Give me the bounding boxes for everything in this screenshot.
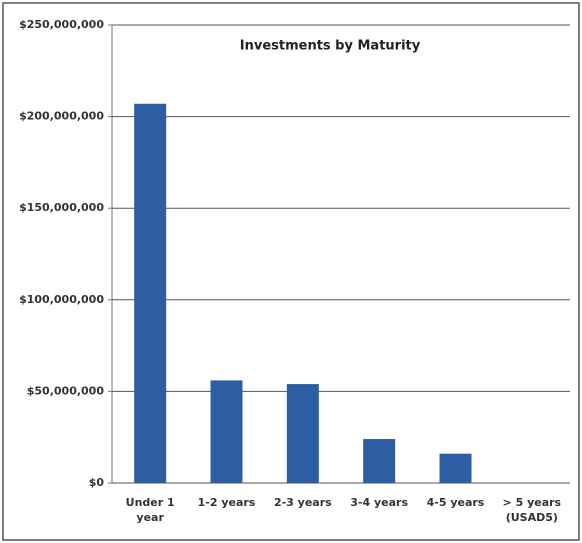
y-tick-label: $0 <box>89 476 105 489</box>
x-tick-label: Under 1 year <box>125 496 175 524</box>
y-tick-label: $100,000,000 <box>19 293 104 306</box>
x-tick-label: 2-3 years <box>273 496 332 509</box>
x-tick-label: > 5 years (USAD5) <box>502 496 562 524</box>
x-tick-label: 3-4 years <box>350 496 409 509</box>
y-tick-label: $50,000,000 <box>27 384 105 397</box>
bar <box>286 384 319 483</box>
bar <box>210 380 243 483</box>
y-tick-label: $200,000,000 <box>19 110 104 123</box>
y-tick-label: $150,000,000 <box>19 201 104 214</box>
x-tick-label: 1-2 years <box>197 496 256 509</box>
bar <box>439 453 472 483</box>
chart-title: Investments by Maturity <box>240 39 421 54</box>
x-tick-label: 4-5 years <box>426 496 485 509</box>
bar <box>363 439 396 483</box>
y-tick-label: $250,000,000 <box>19 18 104 31</box>
bar <box>134 103 167 483</box>
